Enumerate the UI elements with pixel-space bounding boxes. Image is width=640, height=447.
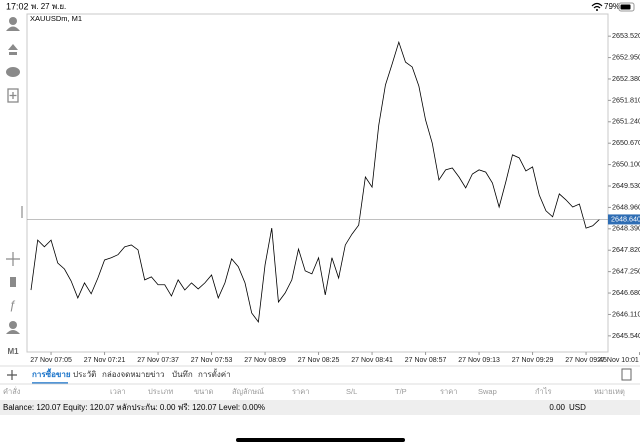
battery-level: 79% [604, 2, 620, 11]
battery-fill [620, 4, 631, 10]
wifi-icon [591, 2, 603, 9]
objects-icon-body [6, 330, 20, 334]
column-header[interactable]: เวลา [110, 387, 126, 396]
home-indicator [236, 438, 405, 442]
y-tick-label: 2650.100 [612, 160, 640, 169]
y-tick-label: 2651.240 [612, 117, 640, 126]
y-tick-label: 2652.950 [612, 52, 640, 61]
function-icon[interactable]: ƒ [9, 298, 16, 312]
column-header[interactable]: ขนาด [194, 387, 213, 396]
x-tick-label: 27 Nov 07:53 [191, 357, 233, 364]
tab[interactable]: ประวัติ [73, 370, 96, 379]
account-icon[interactable] [9, 17, 17, 25]
last-price-box [608, 214, 640, 225]
x-tick-label: 27 Nov 08:57 [405, 357, 447, 364]
tab[interactable]: การตั้งค่า [198, 368, 231, 379]
column-header[interactable]: คำสั่ง [3, 386, 21, 396]
profit: 0.00 [549, 403, 565, 412]
y-tick-label: 2648.390 [612, 224, 640, 233]
account-icon-body [6, 26, 20, 31]
x-tick-label: 27 Nov 07:37 [137, 357, 179, 364]
column-header[interactable]: S/L [346, 387, 357, 396]
tab[interactable]: บันทึก [172, 370, 193, 379]
y-tick-label: 2646.680 [612, 288, 640, 297]
y-tick-label: 2652.380 [612, 74, 640, 83]
y-tick-label: 2653.520 [612, 31, 640, 40]
y-tick-label: 2647.250 [612, 267, 640, 276]
date: พ. 27 พ.ย. [31, 2, 66, 11]
plus-sign [9, 92, 17, 99]
column-header[interactable]: ราคา [440, 387, 457, 396]
column-header[interactable]: ประเภท [148, 387, 173, 396]
y-tick-label: 2646.110 [612, 309, 640, 318]
y-tick-label: 2645.540 [612, 331, 640, 340]
y-tick-label: 2651.810 [612, 95, 640, 104]
crosshair-icon[interactable] [6, 252, 20, 266]
tab[interactable]: ข่าว [150, 370, 164, 379]
x-tick-label: 27 Nov 10:01 [597, 357, 639, 364]
objects-icon[interactable] [9, 321, 17, 329]
y-tick-label: 2647.820 [612, 245, 640, 254]
column-headers: คำสั่ง เวลา ประเภท ขนาด สัญลักษณ์ ราคา S/L T/P ร… [3, 386, 625, 396]
balance-summary: Balance: 120.07 Equity: 120.07 หลักประกั… [3, 403, 265, 412]
column-header[interactable]: Swap [478, 387, 497, 396]
x-tick-label: 27 Nov 09:45 [565, 357, 607, 364]
y-tick-label: 2648.960 [612, 202, 640, 211]
x-tick-label: 27 Nov 08:09 [244, 357, 286, 364]
x-tick-label: 27 Nov 08:25 [298, 357, 340, 364]
left-toolbar: ƒ [6, 17, 20, 334]
currency: USD [569, 403, 586, 412]
x-tick-label: 27 Nov 08:41 [351, 357, 393, 364]
column-header[interactable]: T/P [395, 387, 407, 396]
x-tick-label: 27 Nov 09:13 [458, 357, 500, 364]
column-header[interactable]: สัญลักษณ์ [232, 387, 264, 396]
x-tick-label: 27 Nov 09:29 [512, 357, 554, 364]
column-header[interactable]: ราคา [292, 387, 309, 396]
plot-frame [26, 13, 609, 353]
trade-icon[interactable] [8, 44, 18, 55]
chat-icon[interactable] [6, 67, 20, 77]
clock: 17:02 [6, 1, 29, 11]
x-tick-label: 27 Nov 07:21 [84, 357, 126, 364]
tabs: การซื้อขาย ประวัติ กล่องจดหมาย ข่าว บันทึก กา… [32, 368, 231, 384]
timeframe[interactable]: M1 [7, 347, 19, 356]
tab[interactable]: การซื้อขาย [32, 368, 71, 379]
tab[interactable]: กล่องจดหมาย [102, 370, 150, 379]
indicator-icon[interactable] [10, 277, 16, 287]
battery [618, 2, 635, 12]
y-tick-label: 2650.670 [612, 138, 640, 147]
price-line [30, 40, 600, 324]
y-tick-label: 2649.530 [612, 181, 640, 190]
balance-row [0, 400, 640, 415]
column-header[interactable]: กำไร [535, 387, 552, 396]
chart: 2653.520 2652.950 2652.380 2651.810 2651.240… [27, 31, 640, 364]
symbol-label: XAUUSDm, M1 [30, 14, 82, 23]
last-price-label: 2648.640 [611, 214, 640, 223]
x-tick-label: 27 Nov 07:05 [30, 357, 72, 364]
add-button[interactable] [7, 370, 17, 380]
new-order-icon[interactable] [7, 88, 19, 103]
wifi-dot [596, 9, 598, 11]
column-header[interactable]: หมายเหตุ [594, 387, 625, 396]
panel-toggle[interactable] [621, 368, 632, 381]
